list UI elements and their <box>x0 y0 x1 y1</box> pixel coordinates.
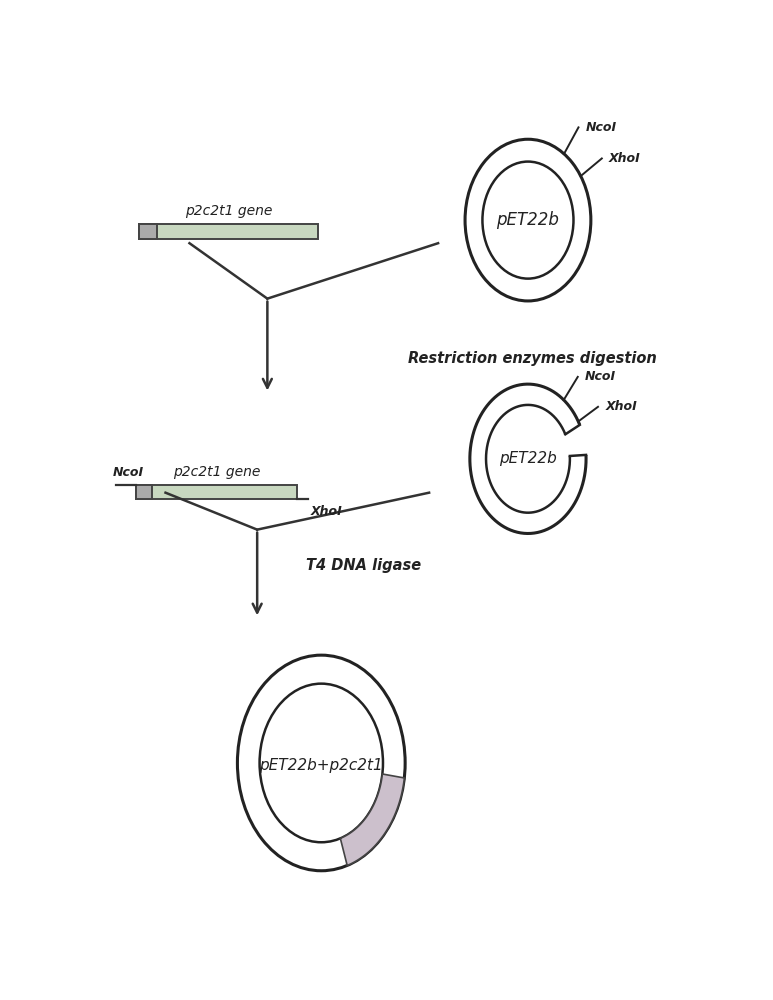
Text: pET22b: pET22b <box>496 211 560 229</box>
Text: XhoI: XhoI <box>311 505 343 518</box>
Text: XhoI: XhoI <box>605 400 637 413</box>
Text: Restriction enzymes digestion: Restriction enzymes digestion <box>408 351 657 366</box>
Text: XhoI: XhoI <box>609 152 641 165</box>
Bar <box>138 224 318 239</box>
Text: NcoI: NcoI <box>585 370 616 383</box>
Text: NcoI: NcoI <box>113 466 144 479</box>
Text: p2c2t1 gene: p2c2t1 gene <box>172 465 261 479</box>
Text: pET22b: pET22b <box>499 451 557 466</box>
Text: p2c2t1 gene: p2c2t1 gene <box>185 204 272 218</box>
Bar <box>135 485 152 499</box>
Polygon shape <box>340 774 404 865</box>
Text: pET22b+p2c2t1: pET22b+p2c2t1 <box>260 758 383 773</box>
Text: NcoI: NcoI <box>586 121 617 134</box>
Bar <box>138 224 156 239</box>
Text: T4 DNA ligase: T4 DNA ligase <box>306 558 421 573</box>
Bar <box>135 485 298 499</box>
